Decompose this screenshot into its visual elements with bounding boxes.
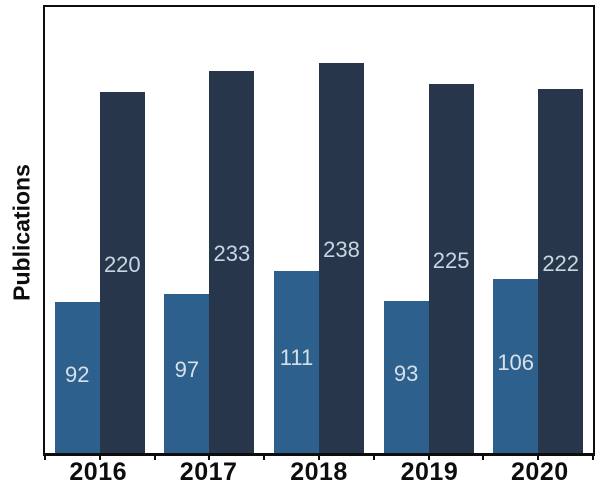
x-tick xyxy=(427,453,430,460)
light-blue-bars-2019: 93 xyxy=(383,300,429,453)
bar-value-label: 238 xyxy=(323,237,360,263)
x-tick xyxy=(153,453,156,460)
bar-group-2017: 97 233 xyxy=(155,7,265,453)
bar-group-2018: 111 238 xyxy=(264,7,374,453)
dark-navy-bars-2017: 233 xyxy=(209,70,255,453)
bar-group-2016: 92 220 xyxy=(45,7,155,453)
x-tick xyxy=(44,453,46,460)
x-tick xyxy=(537,453,540,460)
bar-group-2019: 93 225 xyxy=(374,7,484,453)
dark-navy-bars-2019: 225 xyxy=(428,84,474,453)
light-blue-bars-2017: 97 xyxy=(164,293,210,453)
plot-area: 92 220 97 233 111 238 93 225 106 222 xyxy=(43,5,595,460)
x-axis-label-2017: 2017 xyxy=(179,458,238,486)
bar-value-label: 225 xyxy=(432,248,470,274)
y-axis-label: Publications xyxy=(8,164,35,301)
bar-value-label: 111 xyxy=(279,345,314,371)
x-axis-label-2020: 2020 xyxy=(511,458,569,486)
x-tick xyxy=(482,453,485,460)
light-blue-bars-2020: 106 xyxy=(493,279,539,453)
x-axis-labels: 2016 2017 2018 2019 2020 xyxy=(43,458,595,487)
x-tick xyxy=(592,453,594,460)
x-tick xyxy=(372,453,375,460)
light-blue-bars-2016: 92 xyxy=(54,302,100,453)
dark-navy-bars-2020: 222 xyxy=(538,89,584,453)
x-tick xyxy=(98,453,101,460)
bar-value-label: 222 xyxy=(542,250,580,276)
dark-navy-bars-2018: 238 xyxy=(318,62,364,453)
bar-value-label: 93 xyxy=(393,360,419,386)
bar-value-label: 233 xyxy=(213,241,251,267)
bar-value-label: 220 xyxy=(103,252,141,278)
bar-value-label: 92 xyxy=(65,361,90,387)
x-tick xyxy=(263,453,266,460)
x-axis-label-2019: 2019 xyxy=(400,458,459,486)
x-tick xyxy=(208,453,211,460)
x-axis-label-2018: 2018 xyxy=(290,458,348,486)
dark-navy-bars-2016: 220 xyxy=(99,92,145,453)
bar-group-2020: 106 222 xyxy=(483,7,593,453)
bar-groups: 92 220 97 233 111 238 93 225 106 222 xyxy=(45,7,593,453)
light-blue-bars-2018: 111 xyxy=(273,271,319,453)
x-axis-label-2016: 2016 xyxy=(69,458,128,486)
bar-value-label: 106 xyxy=(497,349,535,375)
x-tick xyxy=(318,453,320,460)
bar-value-label: 97 xyxy=(174,357,200,383)
